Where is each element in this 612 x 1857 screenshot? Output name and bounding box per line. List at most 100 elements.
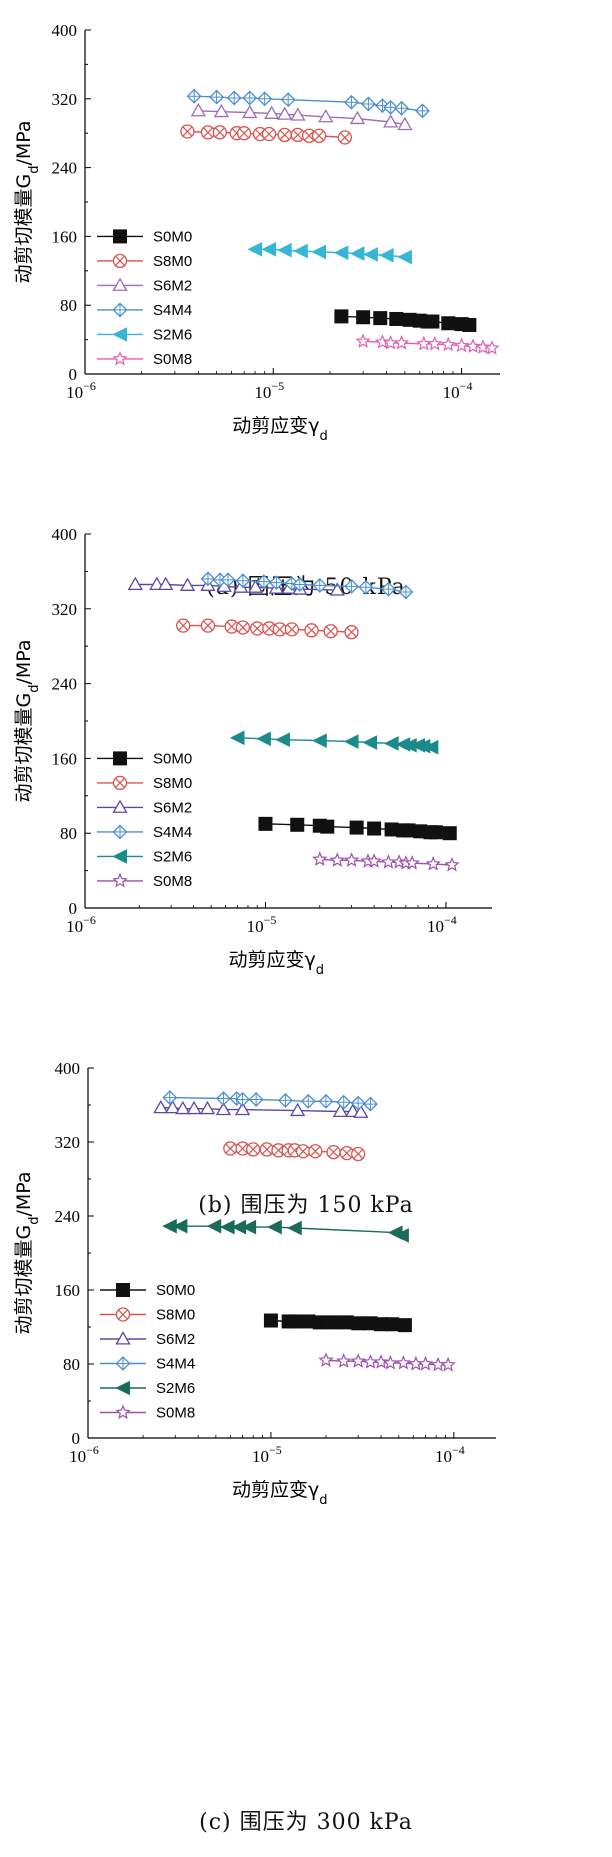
data-point [242, 90, 258, 106]
data-point [329, 852, 345, 867]
data-point [366, 853, 382, 868]
data-point [318, 1352, 334, 1367]
y-tick-label: 400 [55, 1059, 81, 1078]
data-point [271, 1143, 286, 1158]
data-point [186, 1100, 202, 1115]
y-tick-label: 0 [69, 899, 78, 918]
data-point [323, 624, 338, 639]
legend-label: S0M8 [153, 873, 192, 890]
data-point [417, 1355, 434, 1371]
data-point [220, 572, 236, 588]
series-S0M8 [318, 1352, 456, 1372]
data-point [213, 103, 229, 118]
data-point [290, 107, 306, 121]
data-point [475, 339, 491, 354]
data-point [127, 576, 143, 591]
legend-label: S8M0 [156, 1307, 195, 1324]
data-point [311, 128, 327, 143]
legend-item: S6M2 [97, 277, 192, 294]
data-point [427, 335, 443, 351]
legend: S0M0 S8M0 S6M2 S4M4 S2M6 S0M8 [97, 750, 192, 890]
y-tick-label: 160 [55, 1281, 81, 1300]
data-point [264, 105, 280, 119]
data-point [164, 1099, 181, 1114]
data-point [115, 1380, 130, 1396]
data-point [380, 581, 396, 597]
data-point [176, 618, 191, 633]
data-point [326, 1315, 341, 1330]
data-point [112, 327, 127, 342]
data-point [149, 576, 165, 591]
data-point [349, 246, 365, 261]
x-tick-label: 10−4 [443, 379, 473, 402]
data-point [383, 114, 399, 128]
data-point [267, 1219, 282, 1235]
legend-label: S8M0 [153, 775, 192, 792]
data-point [430, 1356, 446, 1372]
data-point [259, 1142, 274, 1157]
data-point [351, 1316, 366, 1331]
legend-item: S4M4 [97, 302, 192, 319]
legend-label: S4M4 [153, 302, 192, 319]
data-point [290, 127, 305, 143]
y-tick-label: 240 [52, 159, 78, 178]
data-point [374, 334, 391, 349]
series-S4M4 [200, 571, 414, 600]
data-point [256, 731, 271, 747]
data-point [247, 579, 264, 593]
data-point [236, 126, 252, 141]
data-point [162, 1090, 178, 1106]
legend-label: S0M0 [153, 228, 192, 245]
data-point [112, 253, 128, 269]
legend-item: S0M0 [97, 228, 192, 245]
data-point [362, 1354, 379, 1369]
data-point [287, 1220, 302, 1236]
y-tick-label: 320 [52, 600, 78, 619]
y-tick-label: 80 [60, 296, 77, 315]
data-point [373, 1354, 389, 1369]
series-S4M4 [162, 1090, 378, 1112]
legend-item: S0M8 [100, 1404, 195, 1422]
data-point [172, 1218, 188, 1234]
y-tick-label: 400 [52, 21, 78, 40]
data-point [290, 817, 305, 832]
x-axis-title: 动剪应变γd [232, 415, 328, 444]
data-point [272, 622, 287, 637]
data-point [363, 1096, 378, 1112]
legend: S0M0 S8M0 S6M2 S4M4 S2M6 S0M8 [100, 1282, 195, 1422]
data-point [355, 333, 371, 348]
data-point [311, 244, 327, 260]
data-point [190, 103, 206, 117]
x-tick-label: 10−5 [247, 913, 277, 936]
data-point [358, 579, 374, 595]
data-point [115, 1307, 131, 1322]
legend-label: S0M8 [153, 351, 192, 368]
x-tick-label: 10−5 [252, 1443, 282, 1466]
y-axis-title: 动剪切模量Gd/MPa [13, 639, 42, 802]
data-point [343, 852, 360, 867]
data-point [280, 92, 296, 108]
series-line [198, 110, 406, 126]
series-S2M6 [162, 1218, 409, 1243]
data-point [199, 1100, 216, 1115]
y-tick-label: 0 [69, 365, 78, 384]
y-tick-label: 240 [55, 1207, 81, 1226]
data-point [343, 94, 359, 110]
data-point [180, 124, 195, 139]
data-point [241, 1219, 257, 1235]
data-point [235, 573, 251, 589]
series-S0M8 [312, 851, 460, 872]
legend-item: S2M6 [97, 848, 192, 865]
data-point [216, 1091, 231, 1106]
legend: S0M0 S8M0 S6M2 S4M4 S2M6 S0M8 [97, 228, 192, 368]
data-point [290, 1102, 306, 1117]
legend-label: S6M2 [153, 799, 192, 816]
y-tick-label: 160 [52, 749, 78, 768]
data-point [394, 100, 409, 116]
data-point [318, 109, 334, 123]
data-point [335, 1353, 352, 1368]
data-point [212, 125, 227, 140]
legend-label: S4M4 [153, 824, 192, 841]
data-point [200, 571, 216, 587]
y-tick-label: 160 [52, 227, 78, 246]
